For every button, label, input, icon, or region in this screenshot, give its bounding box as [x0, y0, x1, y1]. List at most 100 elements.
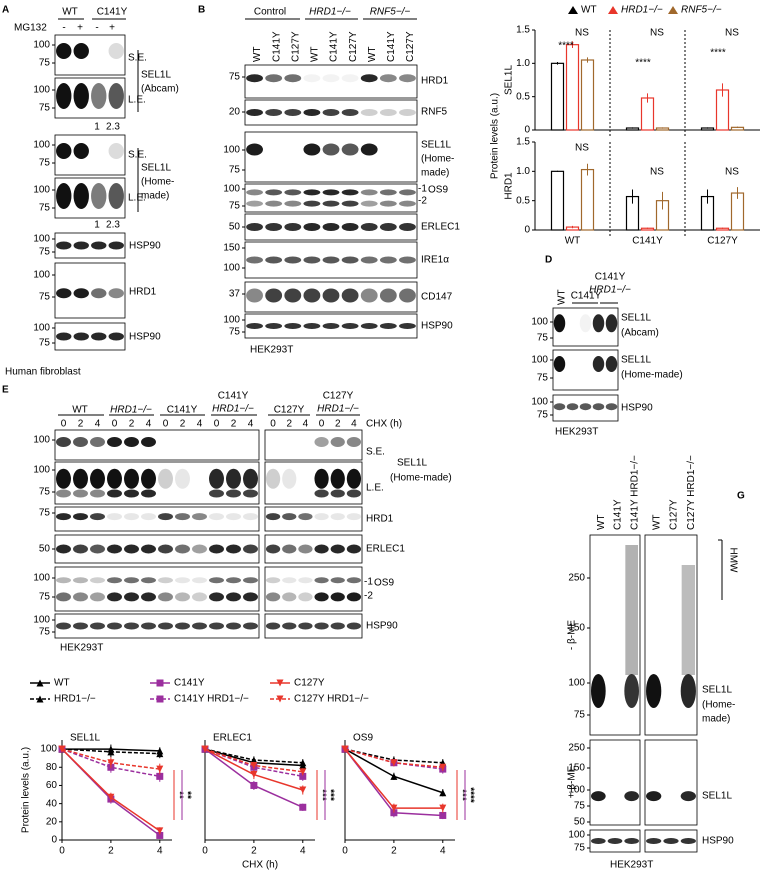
band: [56, 241, 72, 250]
band: [605, 356, 618, 372]
significance: **: [181, 791, 192, 799]
band: [341, 200, 359, 207]
label: HSP90: [129, 332, 161, 343]
band: [282, 592, 297, 602]
band: [141, 489, 156, 498]
band: [314, 513, 329, 521]
band: [284, 200, 302, 207]
band: [91, 83, 107, 109]
significance: ****: [464, 787, 475, 803]
mw-marker: 75: [39, 292, 51, 303]
label: WT: [62, 7, 78, 18]
blot: [54, 534, 260, 564]
band: [322, 256, 340, 264]
label: SEL1L: [702, 685, 732, 696]
band: [624, 674, 640, 708]
band: [399, 200, 416, 207]
band: [399, 288, 416, 303]
subplot-label: SEL1L: [504, 65, 515, 95]
label: S.E.: [366, 447, 385, 458]
x-tick-label: C141Y: [632, 236, 663, 247]
band: [322, 288, 340, 303]
band: [246, 74, 263, 83]
legend-marker: [276, 679, 284, 687]
panel-letter: E: [2, 385, 9, 396]
significance: ***: [316, 789, 327, 801]
x-tick-label: C127Y: [707, 236, 738, 247]
label: HRD1−/−: [110, 405, 152, 416]
label: -: [95, 23, 98, 34]
point: [156, 772, 164, 780]
y-tick-label: 60: [46, 780, 58, 791]
band: [322, 109, 340, 116]
band: [56, 143, 72, 159]
band: [107, 544, 122, 554]
band: [284, 256, 302, 264]
band: [265, 200, 283, 207]
x-axis-title: CHX (h): [242, 860, 278, 871]
band: [209, 622, 224, 630]
label: HEK293T: [60, 643, 103, 654]
band: [282, 468, 297, 489]
label: -2: [418, 196, 427, 207]
label: WT: [310, 46, 321, 62]
label: 0: [270, 419, 276, 430]
band: [360, 256, 378, 264]
band: [226, 513, 241, 521]
band: [298, 577, 313, 584]
mw-marker: 75: [229, 201, 241, 212]
panel-letter: D: [545, 255, 552, 266]
label: 0: [319, 419, 325, 430]
band: [124, 592, 139, 602]
band: [158, 544, 173, 554]
band: [303, 323, 321, 329]
band: [282, 544, 297, 554]
band: [591, 838, 606, 844]
y-tick-label: 0: [524, 225, 530, 236]
point: [439, 804, 447, 812]
label: +: [109, 23, 115, 34]
label: made): [141, 191, 169, 202]
label: (Home-made): [621, 370, 683, 381]
mw-marker: 75: [574, 843, 586, 854]
band: [399, 189, 416, 196]
x-tick-label: 0: [202, 846, 208, 857]
band: [158, 513, 173, 521]
label: RNF5: [421, 107, 448, 118]
mw-marker: 100: [568, 678, 585, 689]
band: [226, 577, 241, 584]
subplot-title: SEL1L: [70, 733, 100, 744]
label: HSP90: [129, 241, 161, 252]
mw-marker: 75: [39, 487, 51, 498]
band: [379, 256, 397, 264]
label: C127Y: [405, 31, 416, 62]
band: [243, 513, 258, 521]
band: [341, 143, 359, 156]
legend-marker: [36, 695, 44, 703]
band: [107, 468, 122, 489]
label: WT: [367, 46, 378, 62]
band: [73, 489, 88, 498]
band: [192, 544, 207, 554]
band: [346, 437, 362, 447]
band: [56, 622, 71, 630]
significance: ****: [635, 58, 651, 69]
significance: NS: [575, 143, 589, 154]
label: C141Y: [595, 272, 626, 283]
band: [141, 622, 156, 630]
legend-label: C141Y HRD1−/−: [174, 694, 249, 705]
band: [298, 544, 313, 554]
band: [73, 513, 88, 521]
mw-marker: 250: [568, 573, 585, 584]
band: [341, 288, 359, 303]
y-tick-label: 1.0: [516, 166, 530, 177]
band: [265, 288, 283, 303]
band: [265, 323, 283, 329]
label: -1: [364, 577, 373, 588]
mw-marker: 100: [33, 323, 50, 334]
legend-marker: [156, 679, 164, 687]
label: HRD1−/−: [317, 404, 359, 415]
label: C141Y: [167, 405, 198, 416]
band: [303, 109, 321, 116]
band: [73, 43, 89, 59]
